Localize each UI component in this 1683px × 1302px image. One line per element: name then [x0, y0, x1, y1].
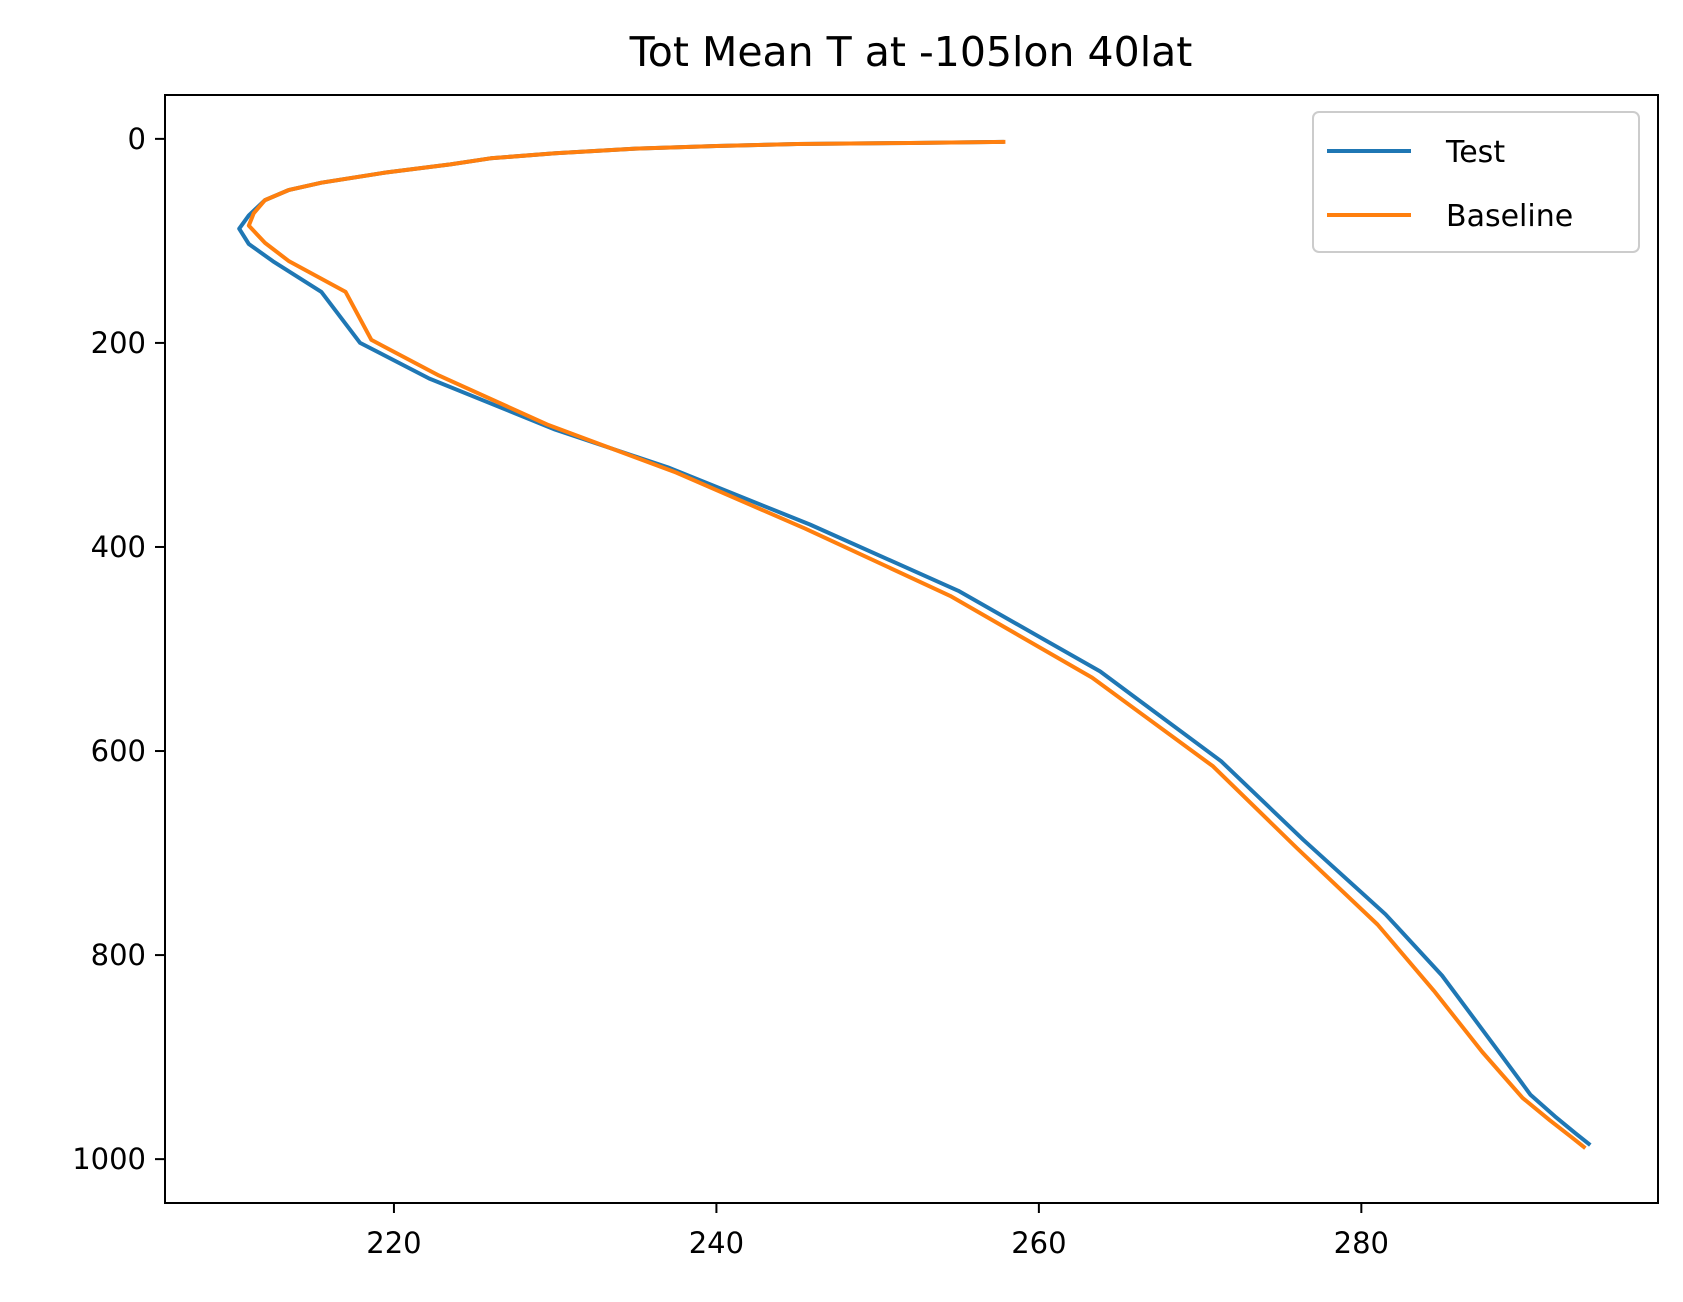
- legend-label-test: Test: [1445, 135, 1505, 170]
- plot-frame: [164, 94, 1659, 1204]
- y-tick-label: 200: [91, 326, 146, 360]
- legend: Test Baseline: [1312, 111, 1640, 253]
- legend-label-baseline: Baseline: [1446, 199, 1573, 234]
- x-tick-label: 280: [1334, 1226, 1389, 1260]
- y-tick-label: 400: [91, 530, 146, 564]
- y-tick-label: 1000: [72, 1142, 146, 1176]
- x-axis: 220 240 260 280: [366, 1203, 1389, 1260]
- y-tick-label: 0: [128, 122, 146, 156]
- x-tick-label: 220: [366, 1226, 421, 1260]
- x-tick-label: 260: [1011, 1226, 1066, 1260]
- y-tick-label: 800: [91, 938, 146, 972]
- x-tick-label: 240: [689, 1226, 744, 1260]
- series-line-baseline: [246, 139, 1587, 1150]
- series-layer: [237, 139, 1592, 1150]
- y-axis: 0 200 400 600 800 1000: [72, 122, 165, 1176]
- chart-title: Tot Mean T at -105lon 40lat: [629, 28, 1193, 76]
- y-tick-label: 600: [91, 734, 146, 768]
